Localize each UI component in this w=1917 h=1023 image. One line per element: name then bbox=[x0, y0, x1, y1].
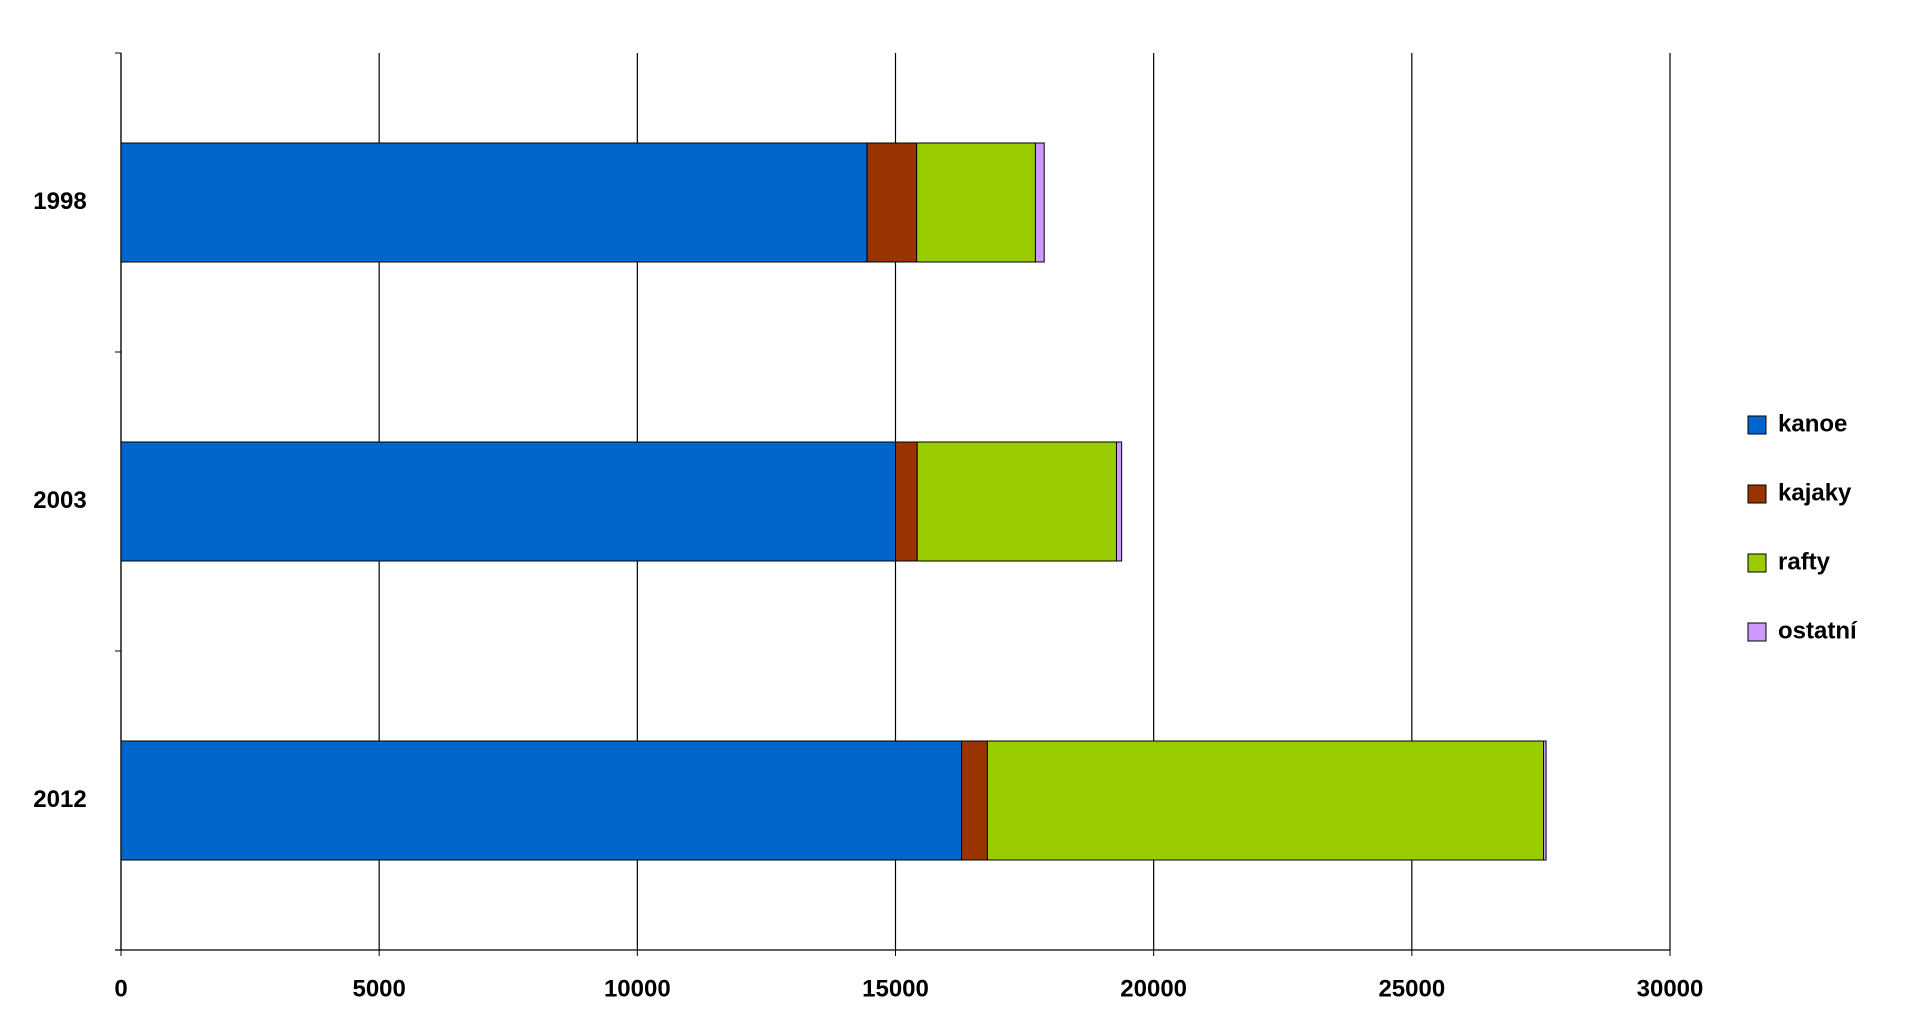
legend-label: kajaky bbox=[1778, 479, 1852, 506]
legend-label: rafty bbox=[1778, 548, 1831, 575]
bar-segment bbox=[1034, 142, 1045, 263]
bar-segment bbox=[1115, 441, 1123, 562]
legend-label: ostatní bbox=[1778, 617, 1858, 644]
bar-segment bbox=[916, 441, 1117, 562]
bar-segment bbox=[120, 441, 896, 562]
bar-segment bbox=[1542, 740, 1547, 861]
bar-segment bbox=[961, 740, 988, 861]
y-tick-label: 2003 bbox=[33, 487, 86, 514]
legend-swatch bbox=[1747, 553, 1767, 573]
y-tick-label: 2012 bbox=[33, 786, 86, 813]
bar-segment bbox=[895, 441, 918, 562]
legend-swatch bbox=[1747, 484, 1767, 504]
legend-swatch bbox=[1747, 622, 1767, 642]
y-tick-label: 1998 bbox=[33, 188, 86, 215]
x-tick-label: 10000 bbox=[604, 975, 671, 1002]
x-tick-label: 20000 bbox=[1120, 975, 1187, 1002]
x-tick-label: 25000 bbox=[1378, 975, 1445, 1002]
bar-segment bbox=[916, 142, 1036, 263]
x-tick-label: 0 bbox=[114, 975, 127, 1002]
bar-segment bbox=[120, 740, 963, 861]
bar-segment bbox=[986, 740, 1544, 861]
bar-segment bbox=[120, 142, 868, 263]
x-tick-label: 5000 bbox=[352, 975, 405, 1002]
x-tick-label: 30000 bbox=[1637, 975, 1704, 1002]
legend-label: kanoe bbox=[1778, 410, 1847, 437]
bar-segment bbox=[866, 142, 918, 263]
x-tick-label: 15000 bbox=[862, 975, 929, 1002]
legend-swatch bbox=[1747, 415, 1767, 435]
